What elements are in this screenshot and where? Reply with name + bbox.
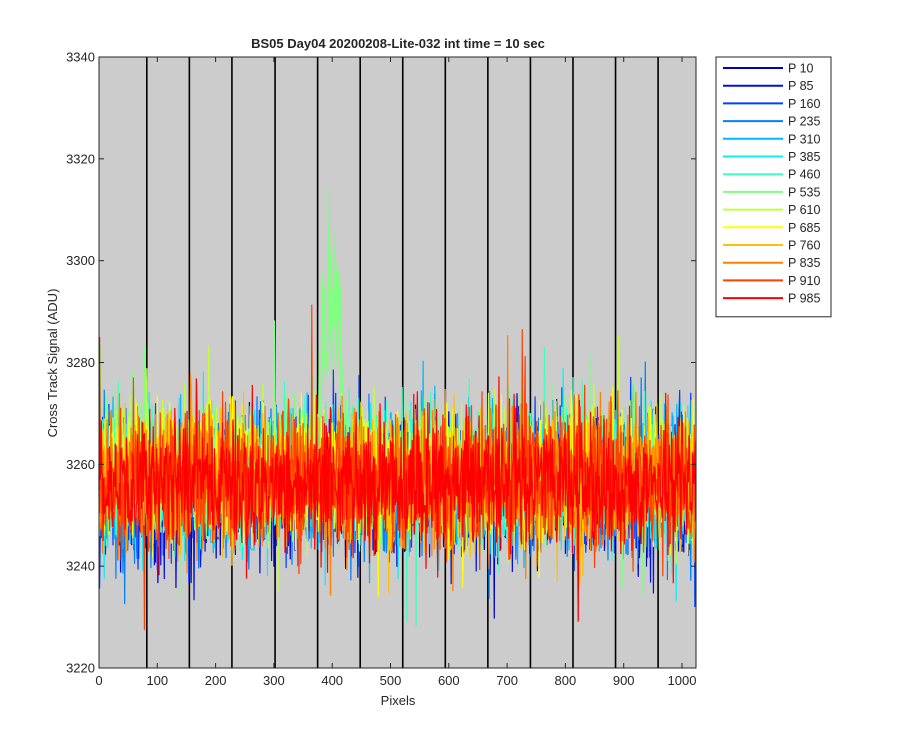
y-tick-label: 3320 (66, 151, 95, 166)
x-axis: 0 100 200 300 400 500 600 700 800 900 1000 (95, 57, 696, 688)
y-tick-label: 3280 (66, 355, 95, 370)
legend-label: P 685 (788, 221, 820, 235)
legend-label: P 460 (788, 168, 820, 182)
legend-label: P 760 (788, 239, 820, 253)
x-tick-label: 700 (496, 673, 518, 688)
x-tick-label: 300 (263, 673, 285, 688)
y-tick-label: 3260 (66, 457, 95, 472)
y-axis: 3220 3240 3260 3280 3300 3320 3340 (66, 50, 696, 676)
vertical-markers (146, 57, 659, 668)
legend-label: P 910 (788, 274, 820, 288)
x-tick-label: 800 (555, 673, 577, 688)
legend-label: P 835 (788, 256, 820, 270)
x-tick-label: 500 (380, 673, 402, 688)
legend-label: P 385 (788, 150, 820, 164)
x-tick-label: 0 (95, 673, 102, 688)
legend-label: P 85 (788, 79, 814, 93)
legend-label: P 160 (788, 97, 820, 111)
x-tick-label: 100 (146, 673, 168, 688)
x-tick-label: 400 (321, 673, 343, 688)
series-lines (98, 185, 697, 631)
x-tick-label: 900 (613, 673, 635, 688)
legend-box (715, 56, 832, 318)
series-line (98, 336, 697, 622)
y-tick-label: 3340 (66, 50, 95, 65)
y-tick-label: 3300 (66, 253, 95, 268)
y-axis-label: Cross Track Signal (ADU) (45, 289, 60, 438)
legend-label: P 610 (788, 203, 820, 217)
x-axis-label: Pixels (381, 693, 416, 708)
y-tick-label: 3220 (66, 661, 95, 676)
legend-label: P 985 (788, 292, 820, 306)
legend-label: P 535 (788, 185, 820, 199)
y-tick-label: 3240 (66, 559, 95, 574)
legend-label: P 235 (788, 115, 820, 129)
x-tick-label: 600 (438, 673, 460, 688)
x-tick-label: 1000 (668, 673, 697, 688)
legend-label: P 10 (788, 62, 814, 76)
legend: P 10 P 85 P 160 P 235 P 310 P 385 P 460 P 535 P … (715, 56, 832, 318)
chart-title: BS05 Day04 20200208-Lite-032 int time = … (251, 36, 545, 51)
x-tick-label: 200 (205, 673, 227, 688)
legend-label: P 310 (788, 132, 820, 146)
